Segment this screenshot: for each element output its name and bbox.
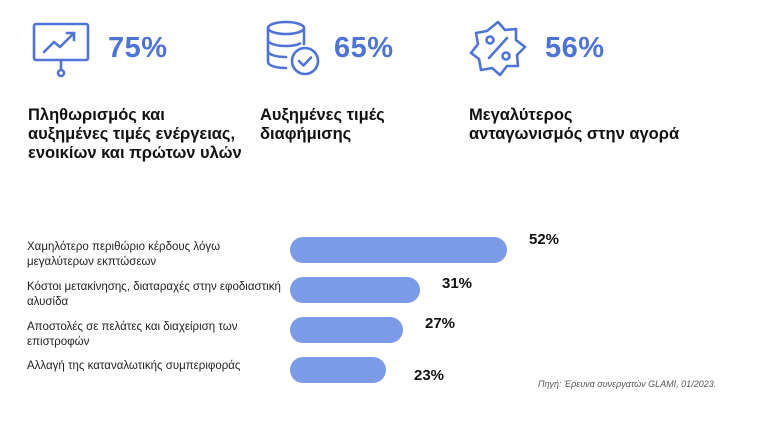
- bar: [290, 357, 386, 383]
- bar: [290, 317, 403, 343]
- stat-description: Αυξημένες τιμές διαφήμισης: [260, 106, 385, 143]
- bar: [290, 277, 420, 303]
- bar-chart: Χαμηλότερο περιθώριο κέρδους λόγω μεγαλύ…: [0, 225, 764, 395]
- stat-percent: 65%: [334, 32, 394, 64]
- bar: [290, 237, 507, 263]
- bar-value-label: 52%: [529, 231, 560, 248]
- stat-description: Μεγαλύτερος ανταγωνισμός στην αγορά: [469, 106, 680, 143]
- source-note: Πηγή: Έρευνα συνεργατών GLAMI, 01/2023.: [538, 379, 717, 389]
- bar-label: Αποστολές σε πελάτες και διαχείριση των …: [27, 321, 238, 348]
- bar-label: Αλλαγή της καταναλωτικής συμπεριφοράς: [27, 360, 241, 372]
- bar-value-label: 27%: [425, 315, 456, 332]
- bar-value-label: 23%: [414, 367, 445, 384]
- stat-percent: 75%: [108, 32, 168, 64]
- database-check-icon: [266, 20, 320, 76]
- presentation-chart-icon: [32, 22, 90, 78]
- stat-description: Πληθωρισμός και αυξημένες τιμές ενέργεια…: [28, 106, 242, 162]
- bar-label: Χαμηλότερο περιθώριο κέρδους λόγω μεγαλύ…: [27, 241, 221, 268]
- bar-label: Κόστοι μετακίνησης, διαταραχές στην εφοδ…: [27, 281, 281, 308]
- bar-value-label: 31%: [442, 275, 473, 292]
- discount-badge-icon: [469, 20, 527, 77]
- stat-percent: 56%: [545, 32, 605, 64]
